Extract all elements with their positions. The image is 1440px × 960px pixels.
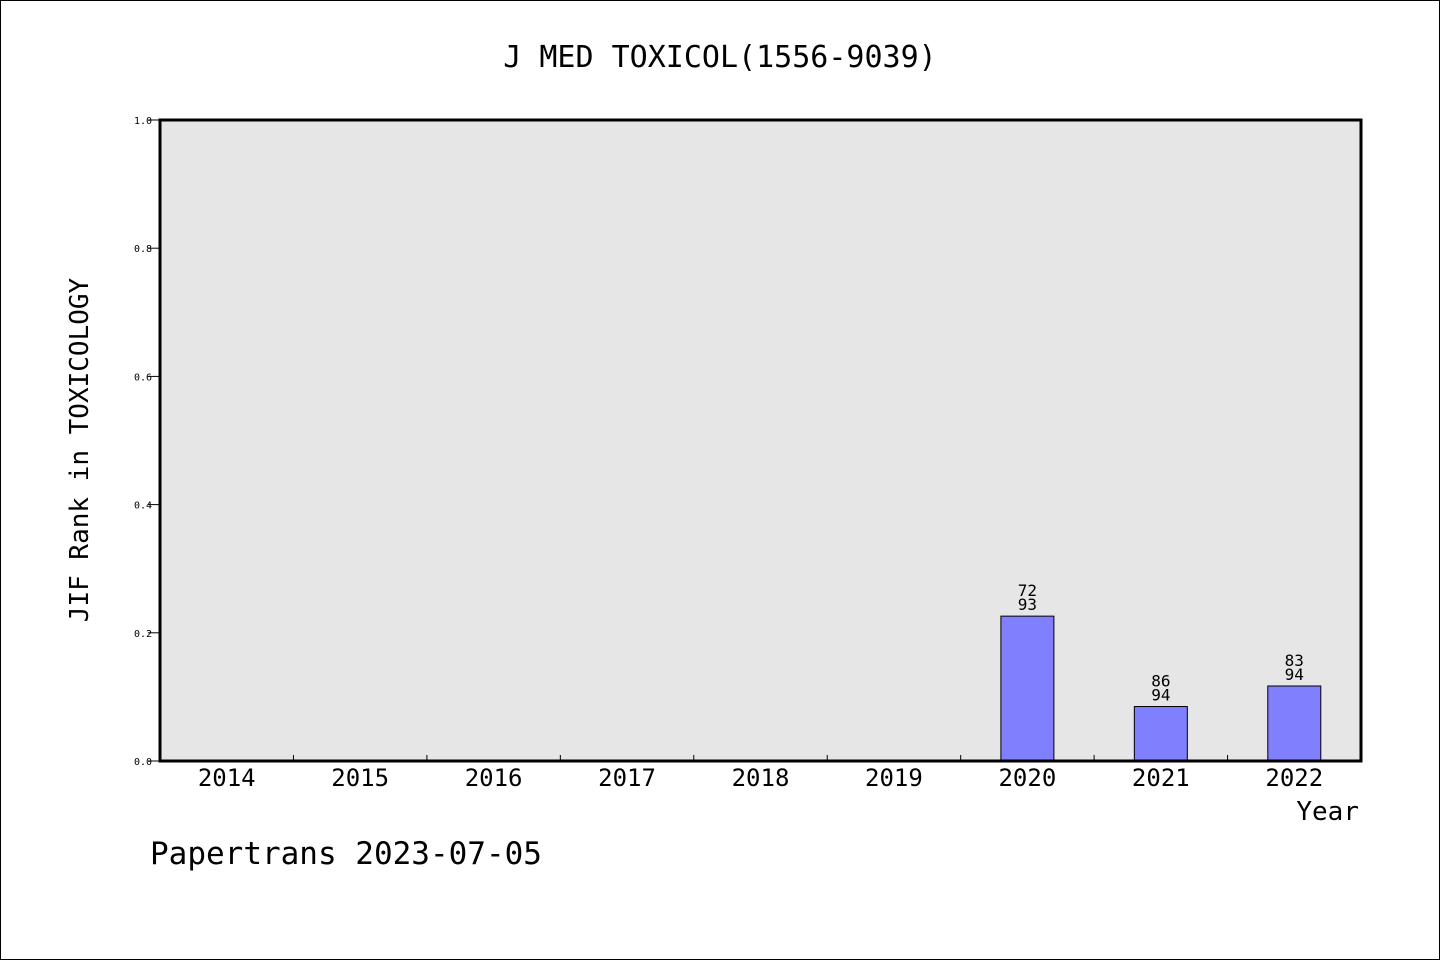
bar-total-label: 94 [1151, 686, 1170, 705]
chart-title: J MED TOXICOL(1556-9039) [503, 40, 936, 75]
y-tick-label: 0.6 [134, 372, 152, 383]
bar-2022 [1267, 685, 1322, 762]
bar-2020 [1000, 615, 1055, 762]
bar-total-label: 93 [1018, 595, 1037, 614]
y-tick-label: 0.4 [134, 501, 152, 512]
x-tick-label: 2020 [998, 764, 1056, 792]
y-tick-label: 0.0 [134, 757, 152, 768]
y-tick-label: 0.8 [134, 244, 152, 255]
x-tick-label: 2014 [198, 764, 256, 792]
x-tick-label: 2015 [331, 764, 389, 792]
bar-rank-label: 83 [1285, 651, 1304, 670]
ticks-group: 0.0 0.2 0.4 0.6 0.8 1.0 2014 2015 2016 2017 2018 20… [134, 116, 1323, 792]
footer-stamp: Papertrans 2023-07-05 [150, 836, 542, 872]
bar-total-label: 94 [1285, 665, 1304, 684]
bar-rank-label: 86 [1151, 672, 1170, 691]
x-axis-label: Year [1296, 797, 1359, 827]
x-tick-label: 2017 [598, 764, 656, 792]
bar-2021 [1133, 706, 1188, 762]
y-axis-label: JIF Rank in TOXICOLOGY [65, 277, 95, 622]
x-tick-label: 2016 [465, 764, 523, 792]
x-tick-label: 2022 [1265, 764, 1323, 792]
x-tick-label: 2018 [732, 764, 790, 792]
plot-area [160, 120, 1361, 761]
x-tick-label: 2021 [1132, 764, 1190, 792]
x-tick-label: 2019 [865, 764, 923, 792]
y-tick-label: 0.2 [134, 629, 152, 640]
bar-rank-label: 72 [1018, 581, 1037, 600]
y-tick-label: 1.0 [134, 116, 152, 127]
plot-border [158, 118, 1363, 763]
